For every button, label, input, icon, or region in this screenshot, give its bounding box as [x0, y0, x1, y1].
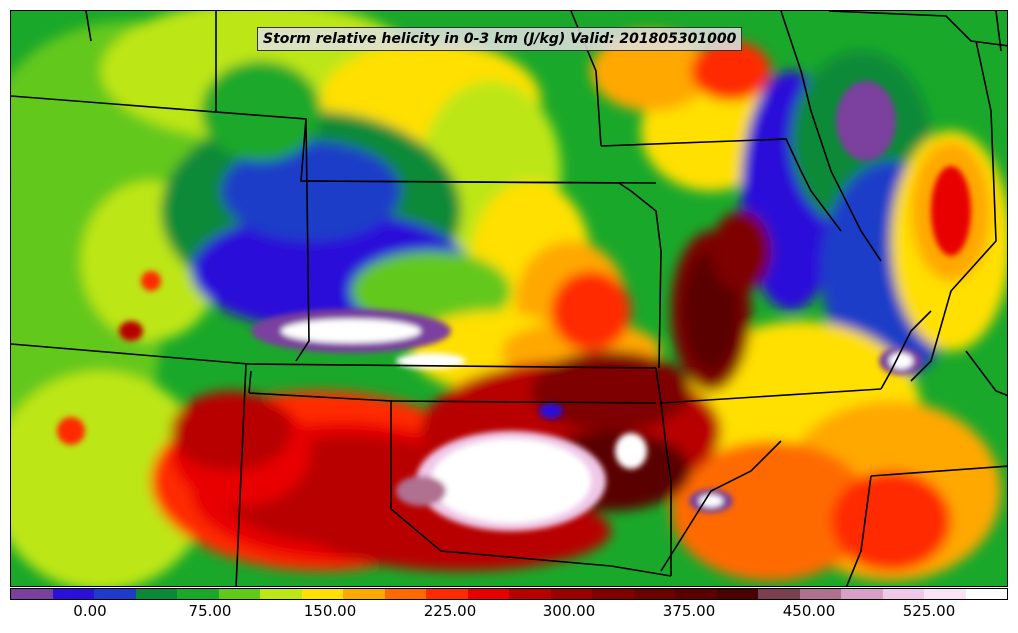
- colorbar-tick-labels: 0.00 75.00 150.00 225.00 300.00 375.00 450.00 5…: [10, 602, 1008, 624]
- state-boundary-line: [235, 363, 247, 586]
- colorbar-segment: [384, 589, 426, 599]
- state-boundary-line: [660, 440, 782, 572]
- state-boundary-line: [295, 118, 310, 362]
- state-boundary-line: [870, 465, 1007, 477]
- colorbar-tick-label: 450.00: [782, 602, 836, 620]
- colorbar-segment: [509, 589, 551, 599]
- state-boundary-line: [880, 310, 932, 390]
- state-boundary-line: [85, 11, 92, 42]
- contour-red: [831, 471, 951, 571]
- state-boundary-line: [390, 400, 657, 404]
- contour-mauve: [396, 476, 446, 506]
- colorbar-segment: [882, 589, 924, 599]
- colorbar-segment: [301, 589, 343, 599]
- colorbar: [10, 588, 1008, 600]
- map-title: Storm relative helicity in 0-3 km (J/kg)…: [257, 27, 743, 51]
- colorbar-segment: [218, 589, 260, 599]
- helicity-contour-detail: [57, 81, 971, 531]
- contour-red: [691, 41, 771, 101]
- contour-white: [615, 433, 647, 469]
- colorbar-segment: [924, 589, 966, 599]
- state-boundary-line: [910, 40, 997, 382]
- contour-maroon: [531, 351, 691, 431]
- contour-orange: [591, 31, 711, 111]
- colorbar-segment: [177, 589, 219, 599]
- colorbar-segment: [592, 589, 634, 599]
- colorbar-segment: [550, 589, 592, 599]
- state-boundary-line: [780, 11, 882, 262]
- colorbar-segment: [841, 589, 883, 599]
- colorbar-segment: [52, 589, 94, 599]
- colorbar-segment: [799, 589, 841, 599]
- contour-green: [201, 61, 321, 161]
- state-boundary-line: [660, 388, 882, 404]
- colorbar-segment: [675, 589, 717, 599]
- contour-white: [889, 353, 913, 369]
- state-boundary-line: [618, 182, 662, 369]
- state-boundary-line: [995, 11, 1002, 52]
- contour-darkblue: [221, 141, 401, 241]
- contour-white: [699, 495, 723, 507]
- contour-red: [551, 271, 631, 351]
- contour-darkred: [171, 391, 291, 471]
- state-boundary-line: [828, 11, 1007, 47]
- contour-blue: [539, 403, 563, 419]
- state-boundary-line: [300, 180, 657, 184]
- state-boundary-line: [965, 350, 1007, 397]
- contour-darkred: [119, 321, 143, 341]
- colorbar-segment: [965, 589, 1007, 599]
- state-boundary-line: [600, 138, 842, 232]
- colorbar-segment: [716, 589, 758, 599]
- colorbar-tick-label: 150.00: [303, 602, 357, 620]
- helicity-map: Storm relative helicity in 0-3 km (J/kg)…: [10, 10, 1008, 587]
- colorbar-tick-label: 300.00: [542, 602, 596, 620]
- contour-white: [431, 439, 591, 523]
- state-boundary-line: [655, 367, 672, 576]
- state-boundary-line: [845, 475, 872, 586]
- contour-orangered: [671, 441, 871, 581]
- colorbar-tick-label: 525.00: [902, 602, 956, 620]
- contour-crimson: [931, 166, 971, 256]
- colorbar-tick-label: 225.00: [423, 602, 477, 620]
- helicity-field-svg: [11, 11, 1007, 586]
- colorbar-segment: [633, 589, 675, 599]
- contour-purple: [836, 81, 896, 161]
- contour-maroon: [711, 211, 771, 291]
- colorbar-segment: [260, 589, 302, 599]
- contour-white: [281, 319, 421, 343]
- contour-red: [141, 271, 161, 291]
- colorbar-segment: [135, 589, 177, 599]
- colorbar-tick-label: 0.00: [73, 602, 107, 620]
- colorbar-tick-label: 375.00: [662, 602, 716, 620]
- colorbar-segment: [343, 589, 385, 599]
- contour-red: [57, 417, 85, 445]
- state-boundaries: [11, 11, 1007, 586]
- state-boundary-line: [11, 343, 657, 369]
- state-boundary-line: [248, 370, 252, 394]
- colorbar-segment: [426, 589, 468, 599]
- colorbar-segment: [758, 589, 800, 599]
- colorbar-segment: [94, 589, 136, 599]
- colorbar-tick-label: 75.00: [188, 602, 232, 620]
- colorbar-segment: [11, 589, 53, 599]
- colorbar-segment: [467, 589, 509, 599]
